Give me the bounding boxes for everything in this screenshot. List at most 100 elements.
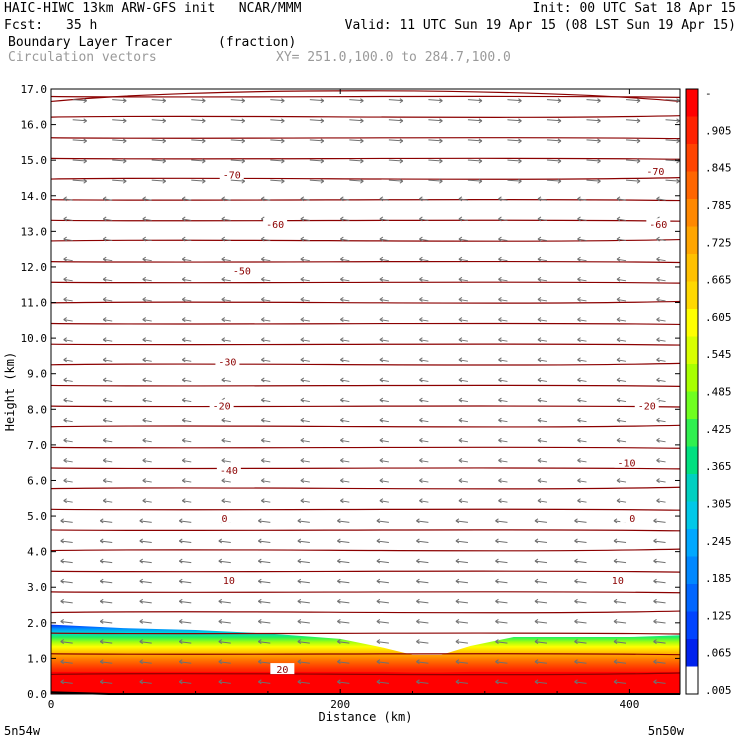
vector-shaft — [63, 278, 73, 282]
vector-shaft — [182, 379, 192, 382]
vector-head — [221, 297, 226, 302]
vector-shaft — [340, 399, 350, 403]
vector-head — [498, 276, 502, 282]
vector-head — [258, 619, 262, 624]
vector-arrow — [142, 377, 152, 383]
vector-head — [376, 558, 381, 564]
vector-shaft — [182, 419, 192, 423]
vector-shaft — [586, 159, 601, 162]
vector-arrow — [99, 578, 113, 584]
vector-shaft — [221, 500, 231, 503]
vector-shaft — [63, 258, 73, 262]
vector-arrow — [340, 357, 350, 363]
vector-arrow — [546, 178, 562, 184]
vector-head — [181, 236, 186, 242]
vector-arrow — [181, 256, 192, 262]
vector-arrow — [574, 518, 587, 524]
vector-arrow — [349, 178, 364, 184]
vector-head — [574, 558, 578, 564]
vector-shaft — [300, 238, 310, 242]
vector-arrow — [178, 659, 192, 665]
vector-shaft — [258, 580, 271, 584]
vector-shaft — [656, 419, 666, 423]
contour-label: -60 — [266, 220, 284, 231]
vector-shaft — [428, 179, 443, 182]
vector-shaft — [574, 620, 587, 624]
vector-shaft — [60, 620, 73, 624]
vector-head — [178, 619, 183, 624]
vector-head — [241, 98, 246, 104]
vector-arrow — [574, 578, 587, 584]
vector-shaft — [100, 520, 113, 523]
vector-head — [340, 256, 344, 262]
vector-shaft — [309, 119, 324, 122]
vector-shaft — [467, 99, 482, 102]
colorbar-label: .905 — [705, 124, 732, 137]
vector-shaft — [665, 99, 680, 102]
vector-shaft — [182, 359, 192, 362]
vector-shaft — [100, 681, 113, 684]
vector-arrow — [261, 377, 271, 383]
vector-shaft — [455, 560, 468, 564]
vector-head — [574, 518, 578, 524]
vector-arrow — [151, 158, 167, 164]
vector-arrow — [613, 679, 627, 685]
vector-arrow — [534, 659, 548, 665]
vector-head — [419, 317, 423, 322]
vector-arrow — [498, 216, 508, 222]
vector-arrow — [574, 538, 587, 544]
vector-head — [162, 138, 167, 144]
vector-shaft — [379, 198, 389, 201]
vector-shaft — [182, 399, 192, 403]
isotherm-line — [51, 467, 680, 470]
vector-head — [337, 558, 341, 564]
vector-arrow — [142, 276, 152, 282]
contour-label: -20 — [638, 402, 656, 413]
vector-shaft — [230, 159, 245, 162]
vector-shaft — [574, 520, 587, 523]
vector-arrow — [577, 437, 587, 443]
vector-arrow — [142, 437, 152, 443]
vector-arrow — [616, 337, 627, 343]
vector-shaft — [586, 119, 601, 122]
vector-head — [102, 256, 107, 262]
vector-shaft — [467, 159, 482, 162]
vector-arrow — [181, 417, 192, 423]
vector-arrow — [112, 158, 127, 164]
vector-head — [297, 659, 302, 665]
isotherm-line — [51, 632, 680, 635]
vector-head — [181, 337, 186, 343]
vector-arrow — [340, 317, 350, 322]
vector-head — [419, 357, 423, 363]
vector-head — [99, 679, 104, 685]
vector-head — [534, 518, 539, 524]
vector-arrow — [142, 297, 152, 302]
y-tick-label: 7.0 — [27, 439, 47, 452]
vector-arrow — [495, 598, 508, 604]
vector-shaft — [112, 99, 127, 102]
vector-head — [455, 518, 460, 524]
vector-shaft — [261, 339, 271, 342]
vector-shaft — [142, 419, 152, 423]
vector-arrow — [458, 276, 469, 282]
vector-head — [261, 196, 265, 202]
isotherm-line — [51, 137, 680, 140]
y-tick-label: 0.0 — [27, 688, 47, 701]
vector-arrow — [507, 158, 522, 164]
vector-shaft — [455, 520, 468, 523]
contour-label-bg — [646, 218, 671, 230]
vector-arrow — [577, 256, 587, 262]
colorbar-swatch — [686, 226, 698, 255]
vector-shaft — [376, 540, 389, 543]
vector-shaft — [297, 641, 310, 644]
vector-shaft — [182, 480, 192, 483]
vector-head — [653, 578, 657, 584]
vector-arrow — [230, 138, 246, 144]
vector-head — [458, 357, 463, 363]
vector-shaft — [577, 339, 587, 342]
colorbar-label: .065 — [705, 647, 732, 660]
y-tick-label: 10.0 — [21, 332, 48, 345]
vector-shaft — [221, 419, 231, 423]
vector-arrow — [258, 558, 271, 564]
vector-shaft — [258, 661, 271, 664]
